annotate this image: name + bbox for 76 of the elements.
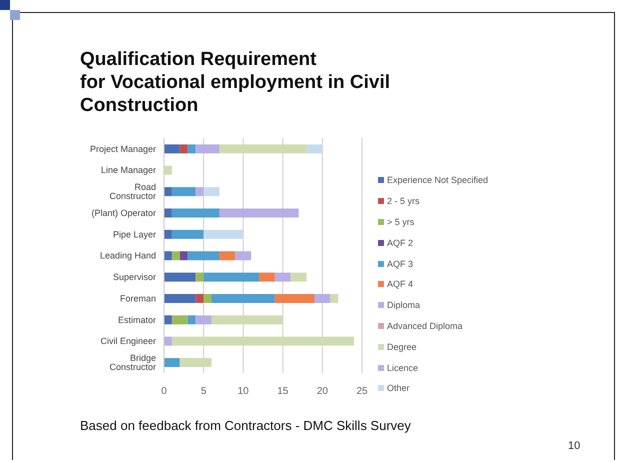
bar — [188, 144, 196, 154]
bar — [219, 144, 307, 154]
bar — [212, 315, 283, 324]
legend-label: > 5 yrs — [387, 216, 414, 227]
legend-label: 2 - 5 yrs — [387, 196, 420, 206]
bar — [164, 187, 172, 196]
bar — [180, 144, 188, 154]
bar — [172, 187, 196, 196]
bar — [204, 187, 220, 196]
bar — [164, 272, 196, 282]
bar — [164, 358, 180, 368]
x-tick-label: 20 — [316, 386, 328, 398]
bar — [164, 336, 172, 346]
chart-title: Qualification Requirement for Vocational employment in Civil Construction — [80, 48, 392, 117]
y-tick-label: Estimator — [118, 314, 156, 325]
x-tick-label: 10 — [238, 386, 250, 398]
bar — [196, 187, 204, 196]
bar — [180, 358, 212, 368]
bar — [196, 272, 204, 282]
bar — [180, 251, 188, 260]
bar — [274, 272, 291, 282]
bar — [330, 294, 338, 303]
legend-label: AQF 4 — [387, 279, 414, 290]
bar — [188, 315, 196, 324]
bar — [290, 272, 307, 282]
bar — [164, 294, 196, 303]
bar — [259, 272, 275, 282]
legend-label: Other — [387, 383, 410, 394]
legend-label: Diploma — [387, 300, 420, 310]
y-tick-label: Leading Hand — [100, 250, 156, 261]
bar — [164, 208, 172, 218]
bar — [196, 144, 220, 154]
bar — [204, 294, 212, 303]
bar — [314, 294, 330, 303]
bar — [172, 230, 204, 239]
text: Based on feedback from Contractors - DMC Skills Survey — [80, 418, 411, 433]
bar — [196, 294, 204, 303]
bar — [164, 144, 180, 154]
y-tick-label: Road Constructor — [109, 182, 156, 202]
bar — [164, 230, 172, 239]
y-tick-label: Bridge Constructor — [109, 353, 156, 372]
y-tick-label: (Plant) Operator — [91, 208, 156, 218]
bar — [274, 294, 314, 303]
bar — [172, 251, 180, 260]
bar — [164, 315, 172, 324]
bar — [188, 251, 220, 260]
x-tick-label: 15 — [277, 386, 289, 398]
x-tick-label: 0 — [161, 386, 168, 398]
y-tick-label: Supervisor — [112, 272, 156, 282]
legend-label: Degree — [387, 342, 417, 352]
bar — [204, 230, 244, 239]
bar — [172, 336, 354, 346]
bar — [172, 315, 188, 324]
y-tick-label: Project Manager — [90, 144, 156, 154]
x-tick-label: 25 — [356, 386, 368, 398]
legend-label: Licence — [387, 362, 418, 373]
y-tick-label: Pipe Layer — [112, 229, 156, 240]
y-tick-label: Foreman — [120, 293, 156, 304]
bar — [306, 144, 322, 154]
bar — [204, 272, 260, 282]
bar — [212, 294, 275, 303]
bar — [164, 251, 172, 260]
bar — [196, 315, 212, 324]
bar — [235, 251, 252, 260]
legend-label: Experience Not Specified — [387, 175, 488, 186]
bar — [164, 166, 172, 175]
legend-label: AQF 3 — [387, 258, 414, 269]
y-tick-label: Line Manager — [100, 165, 156, 176]
bar — [219, 208, 299, 218]
x-tick-label: 5 — [200, 386, 207, 398]
bar — [172, 208, 220, 218]
text: 10 — [568, 440, 580, 452]
bar — [219, 251, 236, 260]
y-tick-label: Civil Engineer — [100, 336, 156, 346]
legend-label: Advanced Diploma — [387, 320, 463, 331]
legend-label: AQF 2 — [387, 238, 414, 248]
